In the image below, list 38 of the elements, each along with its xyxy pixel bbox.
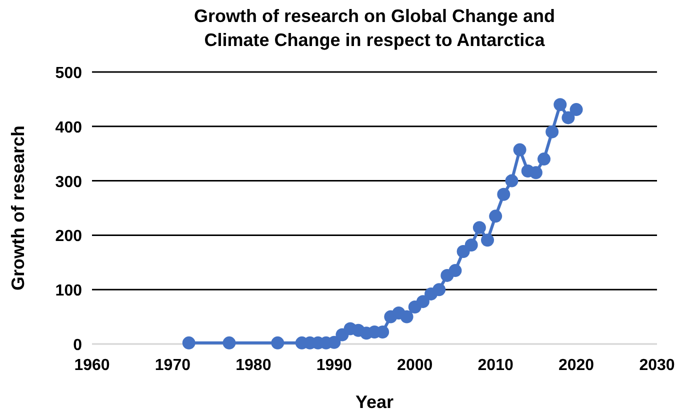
point <box>472 221 486 234</box>
y-tick-label: 300 <box>55 174 82 191</box>
y-tick-label: 100 <box>55 282 82 300</box>
point <box>464 238 478 252</box>
y-tick-label: 400 <box>55 119 82 136</box>
point <box>529 166 542 180</box>
point <box>328 336 341 349</box>
point <box>538 152 550 166</box>
point <box>222 336 236 350</box>
point <box>271 336 284 350</box>
point <box>489 210 502 223</box>
point <box>416 295 430 308</box>
y-axis-title: Growth of research <box>8 125 28 291</box>
point <box>505 174 518 188</box>
point <box>554 98 567 112</box>
point <box>513 143 526 156</box>
point <box>432 283 446 296</box>
x-tick-label: 1970 <box>154 357 191 374</box>
point <box>182 336 196 350</box>
point <box>448 264 462 278</box>
y-tick-label: 200 <box>55 228 82 246</box>
point <box>570 103 583 116</box>
x-tick-label: 2030 <box>639 357 675 374</box>
point <box>562 111 575 124</box>
x-tick-label: 1990 <box>316 357 352 374</box>
point <box>497 188 510 201</box>
point <box>400 310 414 324</box>
chart-title: Growth of research on Global Change and Climate Change in respect to Antarctica <box>194 6 556 50</box>
x-tick-label: 2020 <box>558 357 594 374</box>
x-axis-title: Year <box>355 392 394 412</box>
x-tick-label: 2000 <box>397 357 433 374</box>
x-tick-label: 1980 <box>236 357 272 374</box>
point <box>481 234 494 247</box>
x-tick-label: 1960 <box>74 357 110 374</box>
x-tick-label: 2010 <box>478 357 514 374</box>
point <box>546 125 559 138</box>
y-tick-label: 500 <box>55 65 82 82</box>
y-tick-label: 0 <box>73 337 82 354</box>
